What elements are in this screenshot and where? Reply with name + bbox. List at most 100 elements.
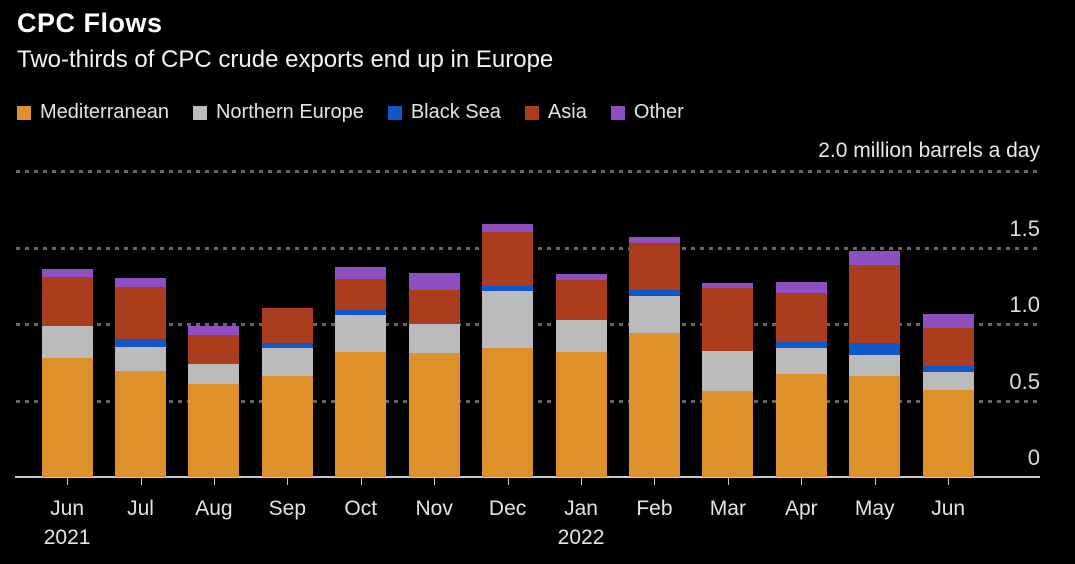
y-tick-label-0.5: 0.5 xyxy=(1009,368,1040,394)
y-tick-label-1.5: 1.5 xyxy=(1009,215,1040,241)
bar-segment-asia xyxy=(775,293,827,342)
bar-segment-mediterranean xyxy=(628,333,680,477)
bar-segment-black-sea xyxy=(115,339,167,347)
bar-segment-northern-europe xyxy=(335,315,387,352)
bar-segment-other xyxy=(41,269,93,277)
legend-item-mediterranean: Mediterranean xyxy=(17,101,169,124)
bar-segment-black-sea xyxy=(922,366,974,372)
bar-segment-asia xyxy=(188,335,240,364)
legend-swatch-icon xyxy=(387,105,402,120)
x-axis-tick xyxy=(434,478,436,485)
x-axis-tick xyxy=(67,478,69,485)
bar-segment-other xyxy=(555,274,607,280)
legend-swatch-icon xyxy=(524,105,539,120)
legend-item-other: Other xyxy=(610,101,684,124)
x-tick-label-jun-12: Jun xyxy=(931,497,966,520)
x-tick-label-mar-9: Mar xyxy=(709,497,746,520)
bar-segment-asia xyxy=(261,308,313,343)
bar-segment-northern-europe xyxy=(482,291,534,348)
bar-segment-mediterranean xyxy=(922,390,974,477)
x-axis-year-label-2022: 2022 xyxy=(557,526,605,549)
bar-segment-mediterranean xyxy=(775,374,827,477)
bar-segment-northern-europe xyxy=(41,326,93,358)
bar-segment-other xyxy=(702,283,754,288)
bar-segment-other xyxy=(335,267,387,279)
x-tick-label-nov-5: Nov xyxy=(415,497,453,520)
bar-segment-mediterranean xyxy=(261,376,313,477)
gridline-2 xyxy=(16,170,1040,173)
y-tick-label-0: 0 xyxy=(1027,445,1040,470)
bar-segment-mediterranean xyxy=(702,391,754,477)
legend-swatch-icon xyxy=(610,105,625,120)
bar-segment-northern-europe xyxy=(408,324,460,353)
bar-segment-northern-europe xyxy=(628,296,680,333)
x-axis-tick xyxy=(948,478,950,485)
bar-mar-2022 xyxy=(702,283,754,477)
bar-segment-asia xyxy=(555,280,607,320)
bar-segment-black-sea xyxy=(261,343,313,348)
x-axis-tick xyxy=(507,478,509,485)
legend-swatch-icon xyxy=(192,105,207,120)
bar-jan-2022 xyxy=(555,274,607,477)
bar-segment-asia xyxy=(335,279,387,310)
bar-segment-mediterranean xyxy=(555,352,607,477)
chart-subtitle: Two-thirds of CPC crude exports end up i… xyxy=(17,46,554,73)
bar-segment-other xyxy=(115,278,167,287)
x-tick-label-jan-7: Jan xyxy=(564,497,598,520)
y-axis-unit-label: 2.0 million barrels a day xyxy=(818,139,1040,162)
legend-swatch-icon xyxy=(17,105,31,120)
bar-apr-2022 xyxy=(775,282,827,477)
bar-segment-other xyxy=(408,273,460,290)
bar-segment-black-sea xyxy=(775,342,827,348)
x-axis-baseline xyxy=(15,476,1040,478)
x-axis-tick xyxy=(581,478,583,485)
bar-feb-2022 xyxy=(628,237,680,477)
x-tick-label-sep-3: Sep xyxy=(268,497,307,520)
bar-segment-black-sea xyxy=(628,290,680,296)
bar-segment-northern-europe xyxy=(849,355,901,376)
bar-segment-black-sea xyxy=(335,310,387,315)
x-tick-label-apr-10: Apr xyxy=(784,497,818,520)
bar-segment-black-sea xyxy=(482,286,534,291)
x-axis-tick xyxy=(213,478,215,485)
chart-title: CPC Flows xyxy=(17,8,163,38)
bar-jul-2021 xyxy=(115,278,167,477)
bar-nov-2021 xyxy=(408,273,460,477)
legend-label: Asia xyxy=(547,101,587,123)
bar-segment-northern-europe xyxy=(555,320,607,352)
bar-segment-mediterranean xyxy=(41,358,93,477)
bar-segment-northern-europe xyxy=(702,351,754,391)
bar-segment-mediterranean xyxy=(482,348,534,477)
x-axis-tick xyxy=(140,478,142,485)
chart-legend: Mediterranean Northern Europe Black Sea Asi… xyxy=(17,101,684,124)
bar-segment-mediterranean xyxy=(188,384,240,477)
bar-sep-2021 xyxy=(261,308,313,477)
bar-segment-mediterranean xyxy=(335,352,387,477)
bar-segment-northern-europe xyxy=(775,348,827,374)
bar-segment-asia xyxy=(702,288,754,351)
x-tick-label-jul-1: Jul xyxy=(127,497,154,520)
bar-dec-2021 xyxy=(482,224,534,477)
legend-label: Other xyxy=(633,101,684,123)
bar-oct-2021 xyxy=(335,267,387,477)
x-axis-year-label-2021: 2021 xyxy=(43,526,91,549)
bar-jun-2021 xyxy=(41,269,93,477)
x-axis-tick xyxy=(801,478,803,485)
x-axis-tick xyxy=(360,478,362,485)
bar-segment-asia xyxy=(922,328,974,366)
x-tick-label-dec-6: Dec xyxy=(488,497,527,520)
bar-segment-asia xyxy=(849,265,901,343)
bar-segment-other xyxy=(188,326,240,335)
bar-segment-other xyxy=(628,237,680,243)
legend-item-asia: Asia xyxy=(524,101,587,124)
x-tick-label-may-11: May xyxy=(854,497,895,520)
bar-segment-northern-europe xyxy=(261,348,313,376)
x-tick-label-aug-2: Aug xyxy=(195,497,233,520)
bar-segment-black-sea xyxy=(849,343,901,355)
x-tick-label-feb-8: Feb xyxy=(636,497,673,520)
bar-segment-northern-europe xyxy=(922,372,974,390)
x-tick-label-oct-4: Oct xyxy=(344,497,378,520)
bar-segment-other xyxy=(849,251,901,265)
x-axis-tick xyxy=(287,478,289,485)
